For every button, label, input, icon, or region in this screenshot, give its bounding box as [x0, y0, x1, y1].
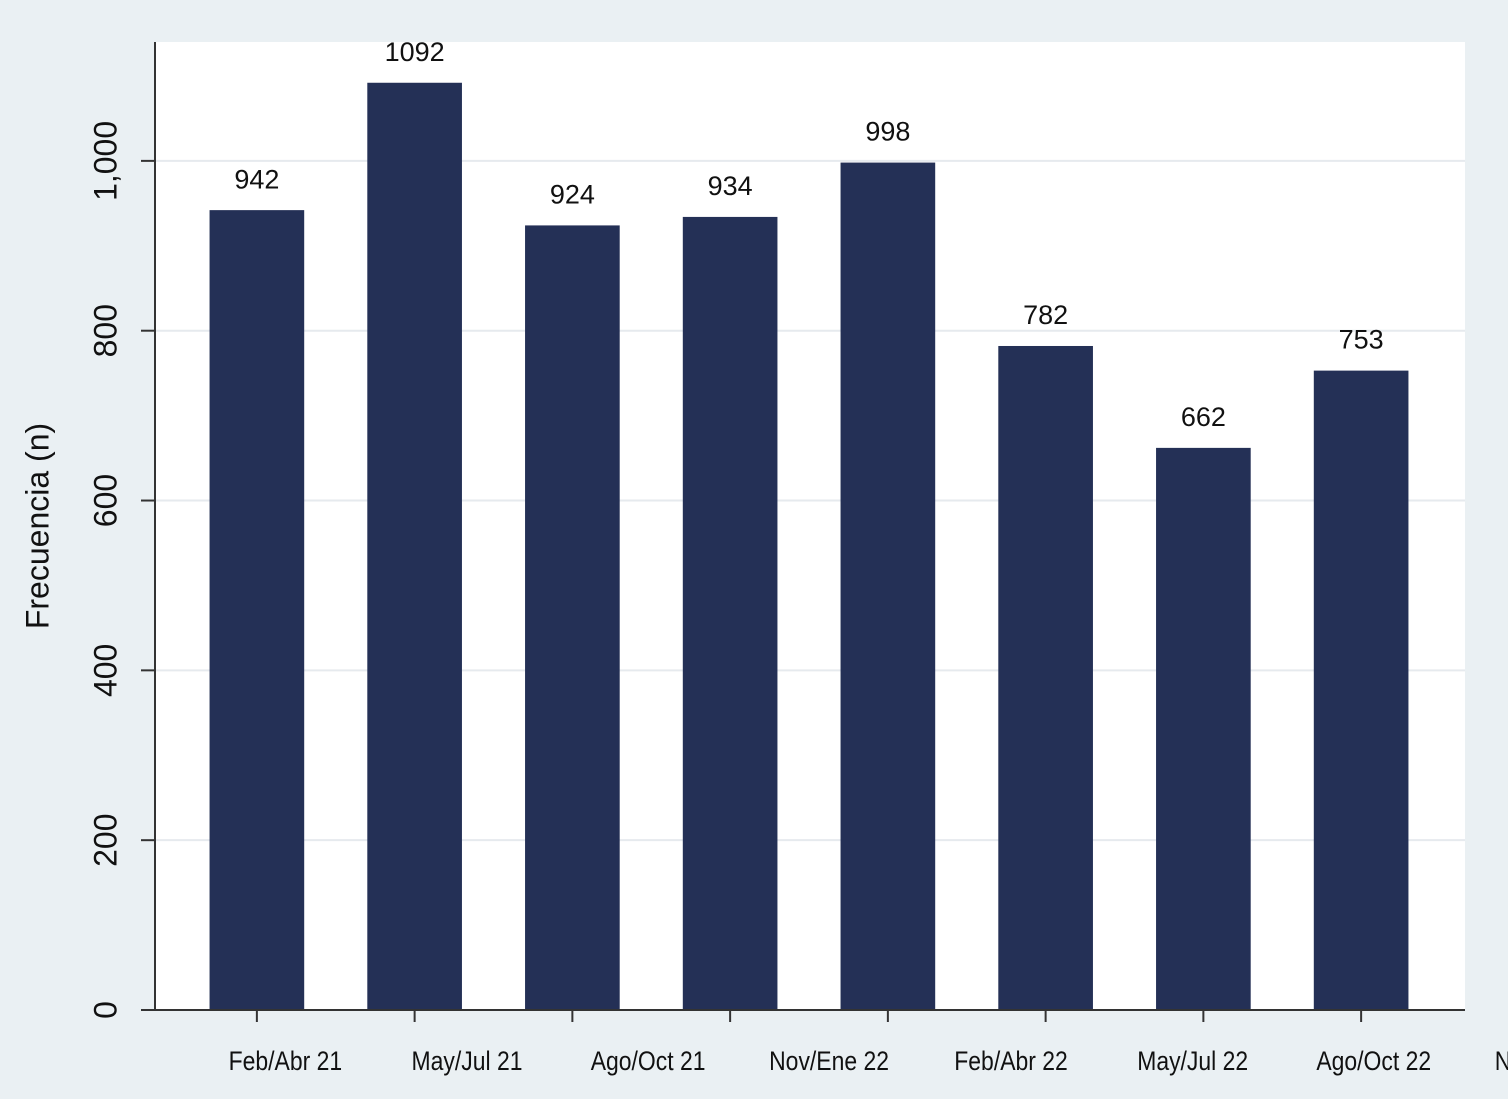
bar	[209, 210, 305, 1010]
plot-area	[155, 42, 1465, 1010]
bar	[840, 162, 936, 1010]
value-label: 942	[234, 164, 279, 194]
value-label: 1092	[385, 37, 445, 67]
y-tick-label: 200	[87, 813, 123, 866]
value-label: 924	[550, 180, 595, 210]
bar	[1156, 447, 1251, 1010]
y-tick-label: 1,000	[87, 121, 123, 201]
y-tick-label: 0	[87, 1001, 123, 1019]
x-tick-label: Nov/Ene 23	[1495, 1046, 1508, 1076]
bar	[682, 216, 778, 1010]
value-label: 934	[708, 171, 753, 201]
x-tick-label: May/Jul 21	[412, 1046, 523, 1076]
y-tick-label: 400	[87, 644, 123, 697]
x-tick-label: May/Jul 22	[1137, 1046, 1248, 1076]
x-tick-label: Feb/Abr 22	[954, 1046, 1068, 1076]
y-tick-label: 600	[87, 474, 123, 527]
x-tick-label: Ago/Oct 21	[591, 1046, 706, 1076]
bar	[525, 225, 620, 1010]
bar	[998, 345, 1093, 1010]
value-label: 753	[1339, 325, 1384, 355]
x-tick-label: Feb/Abr 21	[229, 1046, 343, 1076]
value-label: 998	[865, 117, 910, 147]
x-tick-label: Ago/Oct 22	[1316, 1046, 1431, 1076]
y-tick-label: 800	[87, 304, 123, 357]
bar	[367, 82, 462, 1011]
x-tick-label: Nov/Ene 22	[769, 1046, 889, 1076]
bar	[1313, 370, 1409, 1010]
value-label: 662	[1181, 402, 1226, 432]
value-label: 782	[1023, 300, 1068, 330]
y-axis-label: Frecuencia (n)	[19, 423, 55, 629]
